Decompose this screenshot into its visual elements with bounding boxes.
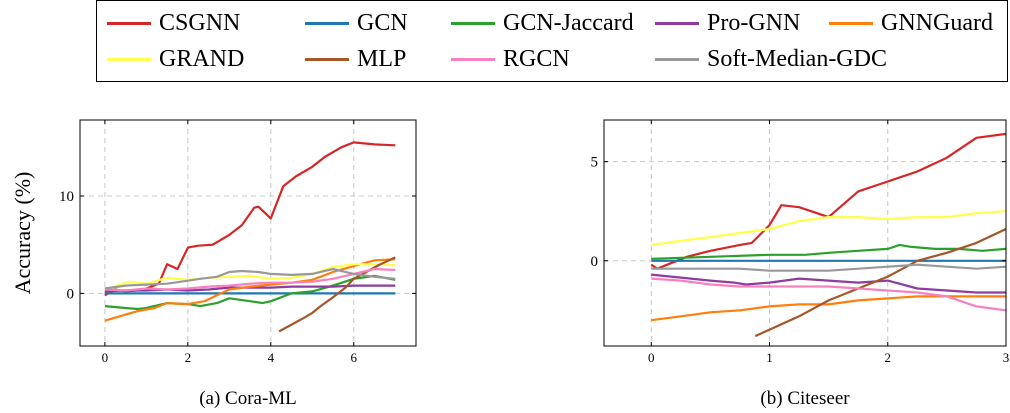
y-axis-label: Accuracy (%) xyxy=(10,172,35,295)
legend-label: CSGNN xyxy=(159,10,241,36)
chart-panel: 0 1 2 3 0 5 (b) Citeseer xyxy=(591,119,1010,409)
series-line-pro-gnn xyxy=(651,273,1006,294)
y-tick-label: 0 xyxy=(591,254,599,270)
y-tick-label: 5 xyxy=(591,155,599,171)
y-tick-label: 10 xyxy=(59,189,74,205)
chart-legend: CSGNN GCN GCN-Jaccard Pro-GNN GNNGuard GRAND M… xyxy=(96,0,1008,82)
legend-item: RGCN xyxy=(451,45,570,73)
legend-swatch xyxy=(107,57,151,61)
legend-swatch xyxy=(655,21,699,25)
legend-label: GRAND xyxy=(159,46,245,72)
chart-panel: 0 2 4 6 0 10 Accuracy (%) (a) Cora-ML xyxy=(10,119,417,409)
chart-caption: (a) Cora-ML xyxy=(199,388,297,409)
legend-item: Pro-GNN xyxy=(655,9,800,37)
legend-swatch xyxy=(107,21,151,25)
legend-item: GRAND xyxy=(107,45,244,73)
legend-swatch xyxy=(829,21,873,25)
x-tick-label: 2 xyxy=(185,350,192,365)
legend-label: GCN xyxy=(357,10,408,36)
series-line-rgcn xyxy=(651,277,1006,312)
legend-item: GCN xyxy=(305,9,408,37)
legend-item: MLP xyxy=(305,45,406,73)
legend-swatch xyxy=(451,21,495,25)
chart-caption: (b) Citeseer xyxy=(760,388,850,409)
series-line-mlp xyxy=(754,228,1006,338)
series-line-soft-median-gdc xyxy=(104,267,396,290)
legend-label: RGCN xyxy=(503,46,570,72)
legend-swatch xyxy=(451,57,495,61)
legend-item: GCN-Jaccard xyxy=(451,9,634,37)
legend-label: Pro-GNN xyxy=(707,10,801,36)
legend-label: MLP xyxy=(357,46,407,72)
legend-label: Soft-Median-GDC xyxy=(707,46,887,72)
legend-item: Soft-Median-GDC xyxy=(655,45,887,73)
legend-label: GNNGuard xyxy=(881,10,993,36)
series-line-grand xyxy=(651,210,1006,246)
legend-item: CSGNN xyxy=(107,9,240,37)
plot-frame xyxy=(79,119,417,347)
x-tick-label: 0 xyxy=(102,350,109,365)
series-line-soft-median-gdc xyxy=(651,263,1006,272)
x-tick-label: 3 xyxy=(1003,350,1010,365)
x-tick-label: 4 xyxy=(268,350,275,365)
series-line-rgcn xyxy=(104,267,396,292)
legend-item: GNNGuard xyxy=(829,9,993,37)
legend-swatch xyxy=(655,57,699,61)
series-line-gcn-jaccard xyxy=(104,274,396,311)
series-line-grand xyxy=(104,263,396,291)
legend-swatch xyxy=(305,57,349,61)
series-line-csgnn xyxy=(650,132,1006,270)
x-tick-label: 1 xyxy=(766,350,773,365)
x-tick-label: 6 xyxy=(351,350,358,365)
x-tick-label: 2 xyxy=(885,350,892,365)
x-tick-label: 0 xyxy=(648,350,655,365)
legend-label: GCN-Jaccard xyxy=(503,10,634,36)
y-tick-label: 0 xyxy=(67,286,75,302)
plot-frame xyxy=(603,119,1007,347)
legend-swatch xyxy=(305,21,349,25)
